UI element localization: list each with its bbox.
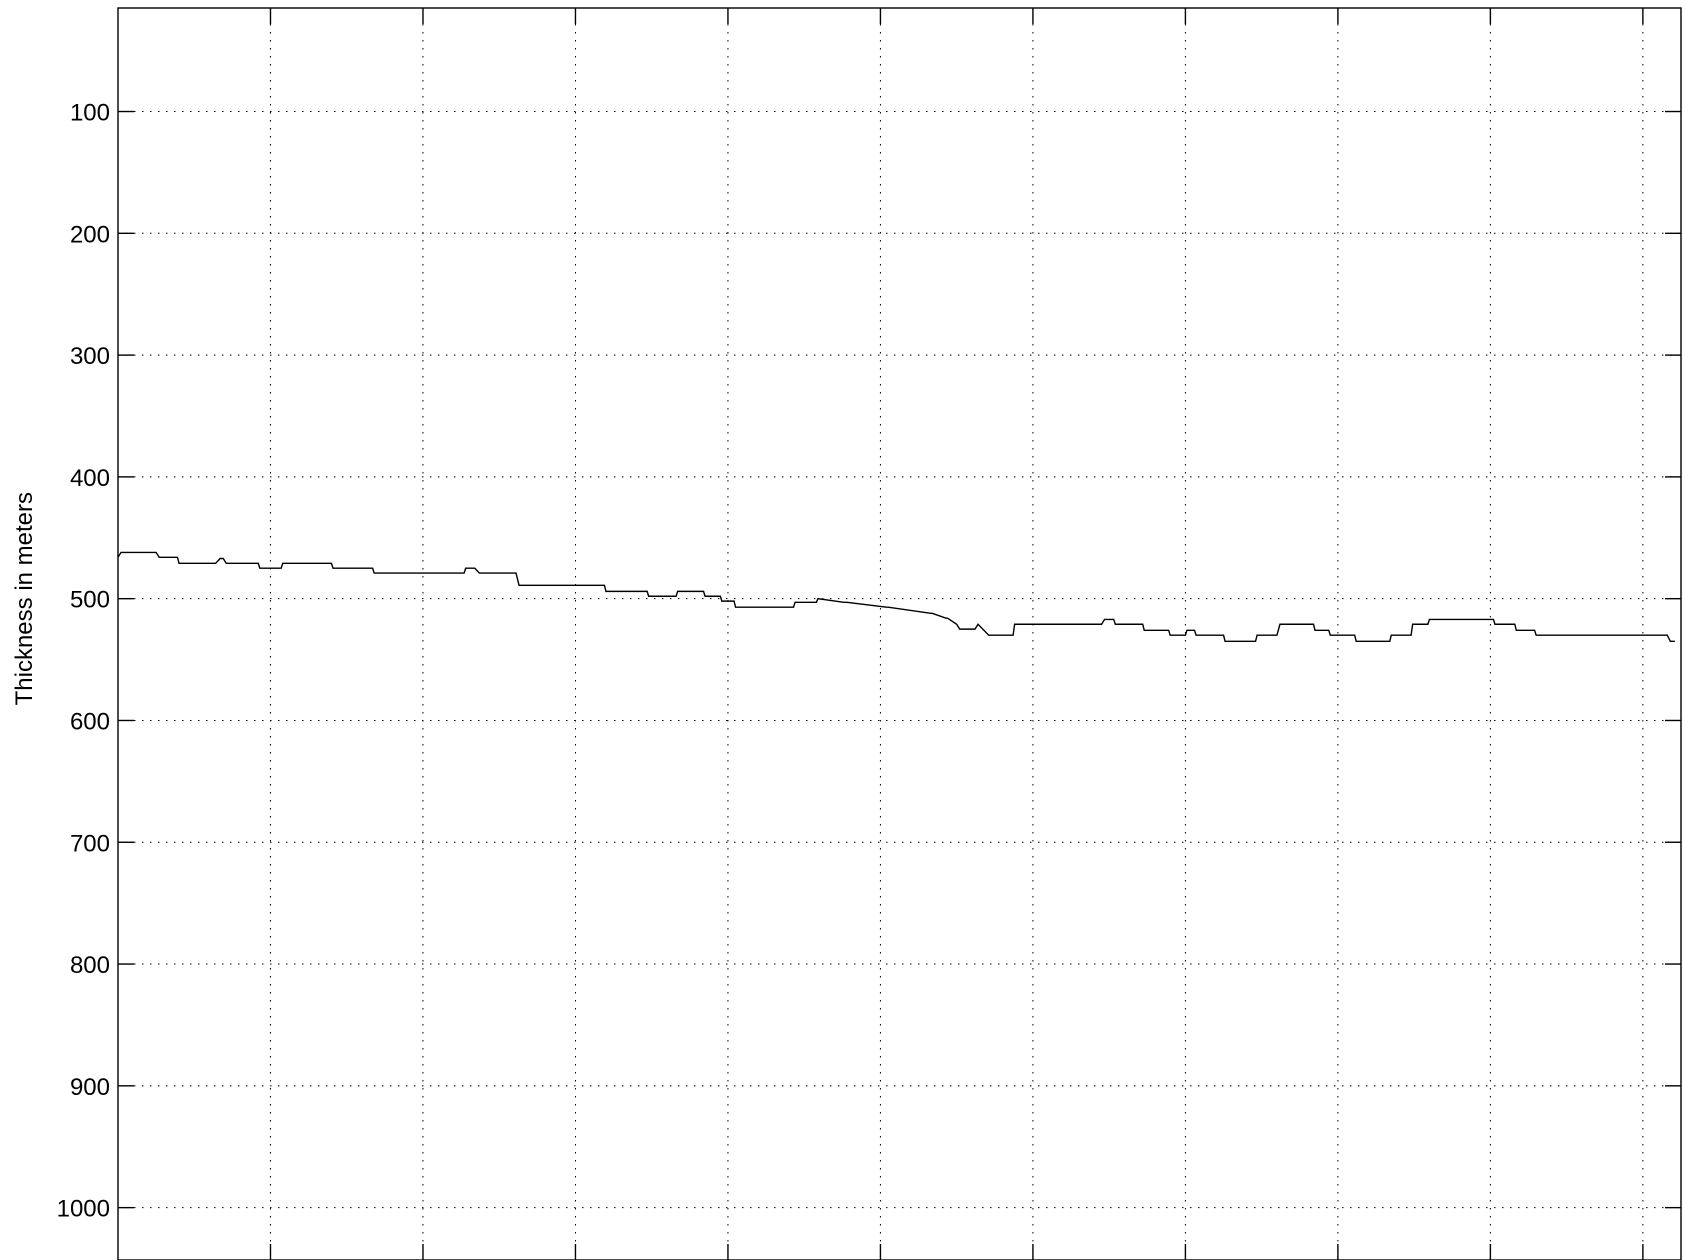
y-axis-label: Thickness in meters — [11, 492, 38, 705]
grid-lines — [118, 8, 1681, 1260]
y-tick-label: 700 — [70, 830, 110, 857]
y-tick-label: 300 — [70, 343, 110, 370]
y-tick-label: 500 — [70, 587, 110, 614]
y-tick-label: 600 — [70, 708, 110, 735]
axis-ticks — [118, 8, 1681, 1260]
y-tick-label: 200 — [70, 221, 110, 248]
y-tick-label: 400 — [70, 465, 110, 492]
y-tick-label: 1000 — [57, 1196, 110, 1223]
y-tick-label: 100 — [70, 100, 110, 127]
y-tick-labels: 100 200 300 400 500 600 700 800 900 1000 — [57, 100, 110, 1223]
y-tick-label: 800 — [70, 952, 110, 979]
thickness-series-line — [117, 551, 1675, 643]
plot-area-frame — [117, 7, 1682, 1260]
y-tick-label: 900 — [70, 1074, 110, 1101]
